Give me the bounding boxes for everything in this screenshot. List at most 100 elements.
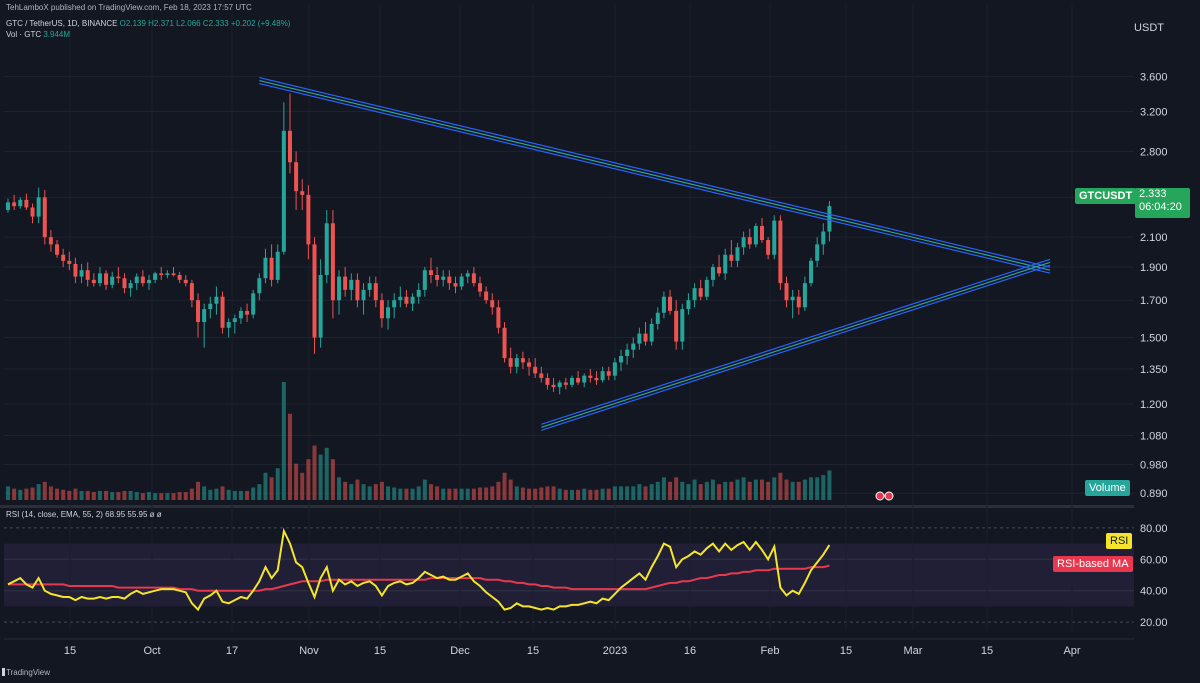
volume-bar	[202, 486, 207, 500]
candle-body	[582, 375, 587, 383]
volume-bar	[343, 481, 348, 500]
volume-bar	[698, 484, 703, 500]
volume-bar	[183, 492, 188, 500]
volume-bar	[741, 477, 746, 500]
volume-bar	[226, 489, 231, 500]
candle-body	[306, 194, 311, 245]
upper-trendline	[259, 77, 1051, 268]
volume-bar	[790, 481, 795, 500]
volume-bar	[116, 492, 121, 500]
volume-bar	[140, 493, 145, 500]
volume-bar	[723, 481, 728, 500]
candle-body	[398, 296, 403, 301]
candle-body	[435, 274, 440, 280]
candle-body	[312, 244, 317, 338]
volume-bar	[563, 489, 568, 500]
candle-body	[447, 276, 452, 284]
candle-body	[263, 257, 268, 279]
candle-body	[772, 220, 777, 255]
candle-body	[815, 244, 820, 261]
volume-bar	[85, 490, 90, 500]
volume-bar	[24, 488, 29, 500]
volume-bar	[422, 479, 427, 500]
volume-bar	[238, 490, 243, 500]
volume-bar	[459, 488, 464, 500]
volume-bar	[97, 490, 102, 500]
candle-body	[471, 273, 476, 284]
candle-body	[73, 263, 78, 277]
candle-body	[753, 226, 758, 245]
volume-bar	[91, 492, 96, 500]
volume-bar	[668, 481, 673, 500]
candle-body	[91, 279, 96, 284]
volume-bar	[772, 477, 777, 500]
volume-bar	[674, 477, 679, 500]
candle-body	[238, 310, 243, 319]
volume-bar	[582, 488, 587, 500]
rsi-band	[4, 543, 1134, 607]
candle-body	[6, 202, 10, 211]
time-tick-label: 17	[226, 645, 238, 657]
candle-body	[196, 300, 201, 323]
candle-body	[661, 296, 666, 313]
volume-bar	[717, 484, 722, 500]
volume-bar	[569, 489, 574, 500]
volume-bar	[281, 382, 286, 500]
candle-body	[153, 273, 158, 280]
volume-bar	[441, 488, 446, 500]
candle-body	[600, 371, 605, 381]
volume-bar	[435, 486, 440, 500]
candle-body	[245, 310, 250, 315]
candle-body	[324, 223, 329, 275]
volume-bar	[153, 493, 158, 500]
volume-bar	[104, 490, 109, 500]
candle-body	[508, 358, 513, 367]
time-tick-label: 16	[684, 645, 696, 657]
volume-bar	[55, 488, 60, 500]
candle-body	[520, 358, 525, 363]
rsi-tag: RSI	[1106, 533, 1133, 549]
volume-bar	[159, 493, 164, 500]
candle-body	[392, 300, 397, 308]
candle-body	[465, 273, 470, 277]
candle-body	[484, 291, 489, 301]
time-tick-label: 15	[374, 645, 386, 657]
volume-bar	[146, 492, 151, 500]
volume-bar	[110, 492, 115, 500]
volume-bar	[416, 486, 421, 500]
candle-body	[330, 223, 335, 301]
candle-body	[300, 191, 305, 195]
price-tick-label: 2.800	[1140, 146, 1168, 158]
candle-body	[502, 327, 507, 359]
candle-body	[257, 278, 262, 294]
volume-bar	[379, 481, 384, 500]
candle-body	[514, 358, 519, 367]
volume-bar	[759, 479, 764, 500]
volume-bar	[251, 487, 256, 500]
candle-body	[140, 276, 145, 284]
time-tick-label: 15	[840, 645, 852, 657]
volume-bar	[821, 475, 826, 500]
volume-bar	[398, 488, 403, 500]
candle-body	[759, 226, 764, 241]
volume-bar	[196, 481, 201, 500]
volume-bar	[631, 486, 636, 500]
volume-bar	[551, 486, 556, 500]
candle-body	[202, 309, 207, 323]
volume-bar	[527, 488, 532, 500]
price-tick-label: 1.700	[1140, 295, 1168, 307]
candle-body	[821, 231, 826, 245]
candle-body	[453, 283, 458, 287]
candle-body	[539, 373, 544, 378]
last-price: 2.333	[1139, 188, 1167, 200]
candle-body	[30, 207, 35, 217]
candle-body	[637, 333, 642, 344]
price-tick-label: 1.080	[1140, 431, 1168, 443]
candle-body	[361, 289, 366, 301]
candle-body	[563, 382, 568, 385]
candle-body	[18, 199, 23, 207]
candle-body	[122, 278, 127, 289]
volume-bar	[827, 470, 832, 500]
